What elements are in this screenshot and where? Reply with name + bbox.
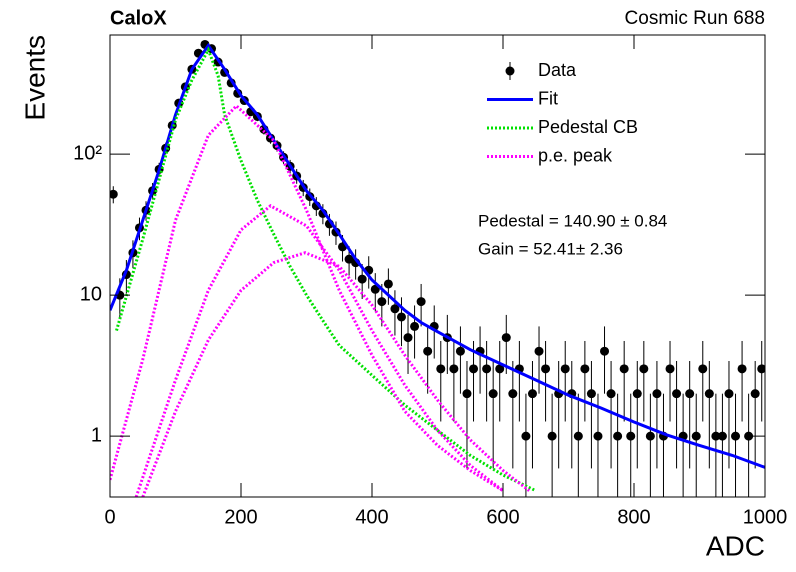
data-point [390, 304, 400, 314]
chart-title: CaloX [110, 7, 167, 29]
data-point [449, 364, 459, 374]
data-point [383, 279, 393, 289]
data-point [547, 431, 557, 441]
data-point [731, 431, 741, 441]
data-point [488, 389, 498, 399]
plot-frame [109, 34, 766, 498]
legend-label: p.e. peak [538, 145, 613, 165]
data-point [527, 389, 537, 399]
legend-label: Fit [538, 88, 558, 108]
x-tick-label: 400 [355, 506, 388, 528]
data-point [619, 364, 629, 374]
legend-marker [505, 66, 515, 76]
data-point [757, 364, 765, 374]
data-point [501, 333, 511, 343]
y-tick-label: 1 [91, 424, 102, 446]
data-point [717, 431, 727, 441]
y-tick-label: 10² [73, 142, 102, 164]
data-point [423, 346, 433, 356]
data-point [410, 321, 420, 331]
annotation: Gain = 52.41± 2.36 [478, 239, 623, 258]
data-point [403, 333, 413, 343]
data-point [645, 431, 655, 441]
data-point [508, 389, 518, 399]
data-point [396, 312, 406, 322]
data-point [672, 389, 682, 399]
data-point [750, 389, 760, 399]
data-point [560, 364, 570, 374]
data-point [580, 364, 590, 374]
x-tick-label: 200 [224, 506, 257, 528]
chart-subtitle: Cosmic Run 688 [625, 8, 765, 29]
data-point [626, 431, 636, 441]
data-point [685, 389, 695, 399]
data-point [541, 364, 551, 374]
annotation: Pedestal = 140.90 ± 0.84 [478, 211, 667, 230]
data-point [652, 389, 662, 399]
data-point [377, 297, 387, 307]
y-tick-label: 10 [80, 283, 102, 305]
data-point [436, 364, 446, 374]
data-point [482, 364, 492, 374]
data-point [613, 431, 623, 441]
data-point [593, 431, 603, 441]
data-point [724, 389, 734, 399]
curve [110, 103, 531, 497]
plot-area [110, 39, 765, 497]
x-tick-label: 0 [104, 506, 115, 528]
curve [110, 42, 765, 469]
data-point [606, 389, 616, 399]
data-point [586, 389, 596, 399]
data-point [495, 364, 505, 374]
data-point [691, 431, 701, 441]
curve [115, 46, 537, 493]
y-axis-label: Events [19, 35, 50, 121]
data-point [534, 346, 544, 356]
data-point [639, 364, 649, 374]
data-point [600, 346, 610, 356]
data-point [711, 431, 721, 441]
data-point [416, 297, 426, 307]
x-axis-label: ADC [706, 530, 765, 561]
x-tick-label: 800 [617, 506, 650, 528]
data-point [521, 431, 531, 441]
data-point [704, 389, 714, 399]
legend-label: Pedestal CB [538, 117, 638, 137]
x-tick-label: 600 [486, 506, 519, 528]
x-tick-label: 1000 [743, 506, 788, 528]
data-point [357, 274, 367, 284]
legend-label: Data [538, 60, 577, 80]
data-point [455, 346, 465, 356]
data-point [737, 364, 747, 374]
data-point [110, 189, 118, 199]
data-point [462, 389, 472, 399]
data-point [469, 364, 479, 374]
data-point [573, 431, 583, 441]
data-point [665, 364, 675, 374]
data-point [632, 389, 642, 399]
data-point [698, 364, 708, 374]
